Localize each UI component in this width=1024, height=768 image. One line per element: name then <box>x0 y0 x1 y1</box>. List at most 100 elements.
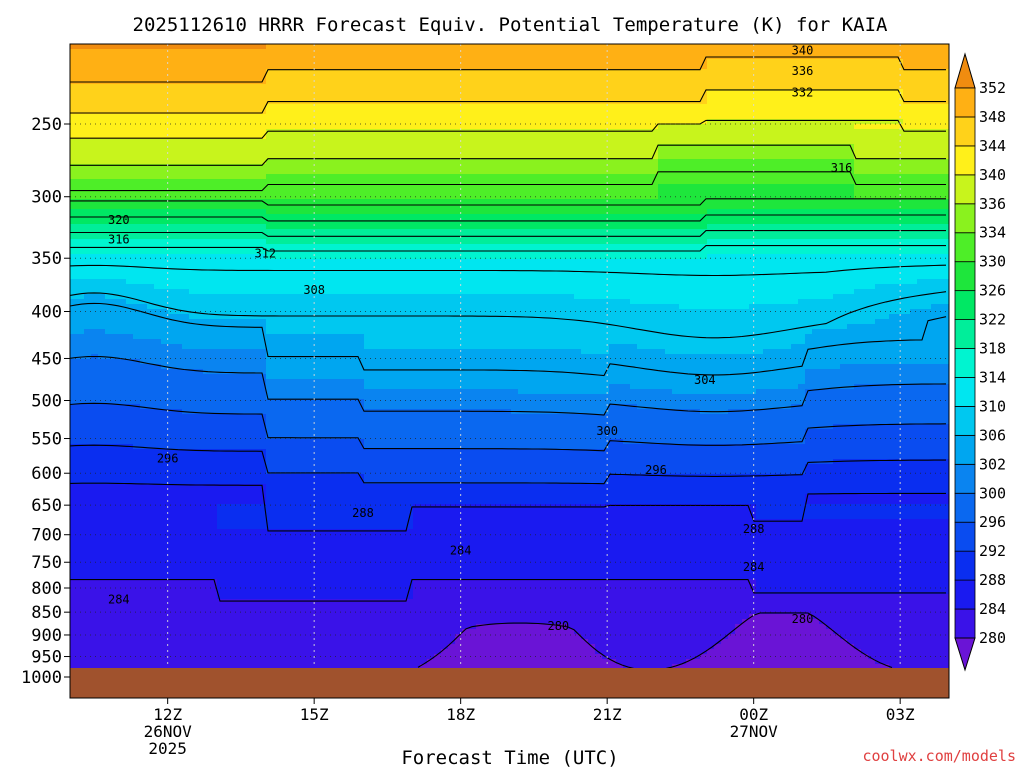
contour-fill-cell <box>119 624 127 630</box>
contour-fill-cell <box>252 289 260 295</box>
contour-fill-cell <box>266 564 274 570</box>
contour-fill-cell <box>105 224 113 230</box>
contour-fill-cell <box>308 449 316 455</box>
contour-fill-cell <box>189 69 197 75</box>
contour-fill-cell <box>294 104 302 110</box>
contour-fill-cell <box>189 229 197 235</box>
contour-fill-cell <box>217 379 225 385</box>
contour-fill-cell <box>182 199 190 205</box>
contour-fill-cell <box>84 199 92 205</box>
contour-fill-cell <box>98 389 106 395</box>
contour-fill-cell <box>238 309 246 315</box>
contour-fill-cell <box>343 224 351 230</box>
contour-fill-cell <box>77 224 85 230</box>
contour-fill-cell <box>98 359 106 365</box>
contour-fill-cell <box>266 549 274 555</box>
contour-fill-cell <box>161 444 169 450</box>
contour-fill-cell <box>154 609 162 615</box>
contour-fill-cell <box>154 529 162 535</box>
contour-fill-cell <box>119 179 127 185</box>
contour-fill-cell <box>91 369 99 375</box>
contour-fill-cell <box>105 364 113 370</box>
contour-fill-cell <box>210 169 218 175</box>
contour-fill-cell <box>294 554 302 560</box>
contour-fill-cell <box>98 459 106 465</box>
contour-fill-cell <box>301 44 309 50</box>
contour-fill-cell <box>84 579 92 585</box>
contour-fill-cell <box>133 664 141 668</box>
contour-fill-cell <box>133 489 141 495</box>
contour-fill-cell <box>210 519 218 525</box>
contour-fill-cell <box>175 209 183 215</box>
contour-fill-cell <box>259 79 267 85</box>
contour-fill-cell <box>105 444 113 450</box>
contour-fill-cell <box>343 294 351 300</box>
contour-fill-cell <box>294 119 302 125</box>
contour-fill-cell <box>329 444 337 450</box>
contour-fill-cell <box>245 624 253 630</box>
contour-fill-cell <box>147 319 155 325</box>
contour-fill-cell <box>231 274 239 280</box>
contour-fill-cell <box>308 224 316 230</box>
contour-fill-cell <box>238 124 246 130</box>
contour-fill-cell <box>126 579 134 585</box>
contour-fill-cell <box>238 139 246 145</box>
contour-fill-cell <box>210 374 218 380</box>
contour-fill-cell <box>252 209 260 215</box>
contour-fill-cell <box>77 449 85 455</box>
contour-fill-cell <box>98 304 106 310</box>
contour-fill-cell <box>280 539 288 545</box>
contour-fill-cell <box>329 439 337 445</box>
contour-fill-cell <box>343 199 351 205</box>
contour-fill-cell <box>217 164 225 170</box>
contour-fill-cell <box>287 339 295 345</box>
contour-fill-cell <box>217 489 225 495</box>
contour-fill-cell <box>217 124 225 130</box>
contour-fill-cell <box>84 464 92 470</box>
contour-fill-cell <box>133 634 141 640</box>
contour-fill-cell <box>280 134 288 140</box>
contour-fill-cell <box>280 544 288 550</box>
contour-fill-cell <box>189 329 197 335</box>
contour-fill-cell <box>273 504 281 510</box>
contour-fill-cell <box>343 504 351 510</box>
contour-fill-cell <box>287 229 295 235</box>
contour-fill-cell <box>133 299 141 305</box>
contour-fill-cell <box>133 294 141 300</box>
contour-fill-cell <box>91 644 99 650</box>
contour-fill-cell <box>231 499 239 505</box>
contour-fill-cell <box>252 419 260 425</box>
contour-fill-cell <box>329 94 337 100</box>
contour-fill-cell <box>168 514 176 520</box>
contour-fill-cell <box>294 169 302 175</box>
contour-fill-cell <box>77 484 85 490</box>
contour-fill-cell <box>287 534 295 540</box>
contour-fill-cell <box>182 489 190 495</box>
contour-fill-cell <box>224 614 232 620</box>
contour-fill-cell <box>119 504 127 510</box>
contour-fill-cell <box>231 424 239 430</box>
contour-fill-cell <box>77 444 85 450</box>
contour-fill-cell <box>147 549 155 555</box>
contour-fill-cell <box>217 59 225 65</box>
contour-fill-cell <box>336 249 344 255</box>
contour-fill-cell <box>259 59 267 65</box>
contour-fill-cell <box>119 549 127 555</box>
contour-fill-cell <box>203 149 211 155</box>
contour-fill-cell <box>315 129 323 135</box>
contour-fill-cell <box>77 234 85 240</box>
contour-fill-cell <box>175 579 183 585</box>
contour-fill-cell <box>245 659 253 665</box>
contour-fill-cell <box>70 394 78 400</box>
contour-fill-cell <box>294 314 302 320</box>
contour-fill-cell <box>161 174 169 180</box>
contour-fill-cell <box>154 564 162 570</box>
contour-fill-cell <box>154 209 162 215</box>
contour-fill-cell <box>175 454 183 460</box>
contour-fill-cell <box>203 654 211 660</box>
contour-fill-cell <box>91 479 99 485</box>
contour-fill-cell <box>294 469 302 475</box>
contour-fill-cell <box>336 404 344 410</box>
contour-fill-cell <box>154 494 162 500</box>
contour-fill-cell <box>154 454 162 460</box>
